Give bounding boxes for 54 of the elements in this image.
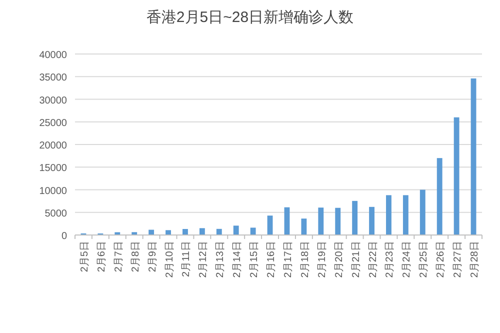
y-tick-label: 35000 (39, 72, 68, 84)
bar (114, 232, 120, 235)
bar (233, 226, 239, 235)
y-tick-label: 20000 (39, 140, 68, 152)
x-tick-label: 2月10日 (164, 241, 176, 278)
bar (166, 230, 171, 235)
y-tick-label: 10000 (39, 186, 68, 197)
x-tick-label: 2月6日 (96, 241, 108, 272)
x-tick-label: 2月14日 (232, 241, 244, 278)
bar (250, 228, 256, 235)
bar (454, 117, 460, 235)
x-tick-label: 2月20日 (334, 241, 345, 278)
x-tick-label: 2月12日 (198, 241, 210, 278)
y-tick-label: 30000 (39, 95, 68, 106)
x-tick-label: 2月19日 (316, 241, 328, 278)
x-tick-label: 2月24日 (402, 241, 413, 278)
y-tick-label: 25000 (39, 118, 68, 129)
x-tick-label: 2月15日 (249, 241, 260, 278)
x-tick-label: 2月25日 (418, 241, 430, 278)
bar (402, 195, 408, 235)
x-tick-label: 2月13日 (215, 241, 226, 278)
x-tick-label: 2月17日 (282, 241, 294, 278)
x-tick-label: 2月7日 (113, 241, 124, 272)
y-tick-label: 5000 (44, 208, 68, 220)
bar (267, 216, 273, 235)
bar (301, 218, 307, 235)
x-tick-label: 2月23日 (384, 241, 396, 278)
y-tick-label: 0 (61, 231, 68, 242)
bar (335, 208, 341, 235)
x-tick-label: 2月28日 (470, 241, 481, 278)
x-tick-label: 2月21日 (350, 241, 362, 278)
x-tick-label: 2月22日 (368, 241, 379, 278)
bar (182, 228, 188, 235)
x-tick-label: 2月26日 (436, 241, 447, 278)
bar (352, 200, 358, 235)
bar (436, 158, 442, 235)
x-tick-label: 2月11日 (181, 241, 192, 277)
bar (369, 206, 374, 235)
bar (216, 228, 222, 235)
x-tick-label: 2月5日 (79, 241, 90, 272)
bar (199, 228, 205, 235)
chart-title: 香港2月5日~28日新增确诊人数 (146, 9, 354, 26)
bar (318, 208, 324, 235)
bar (284, 207, 290, 235)
x-tick-label: 2月9日 (147, 241, 158, 272)
y-tick-label: 15000 (39, 163, 68, 174)
y-tick-label: 40000 (39, 50, 68, 61)
x-tick-label: 2月27日 (452, 241, 464, 278)
x-tick-label: 2月18日 (300, 241, 311, 278)
x-tick-label: 2月8日 (130, 241, 142, 272)
bar (470, 78, 476, 235)
bar (386, 195, 392, 235)
x-tick-label: 2月16日 (266, 241, 278, 278)
bar (420, 190, 426, 235)
